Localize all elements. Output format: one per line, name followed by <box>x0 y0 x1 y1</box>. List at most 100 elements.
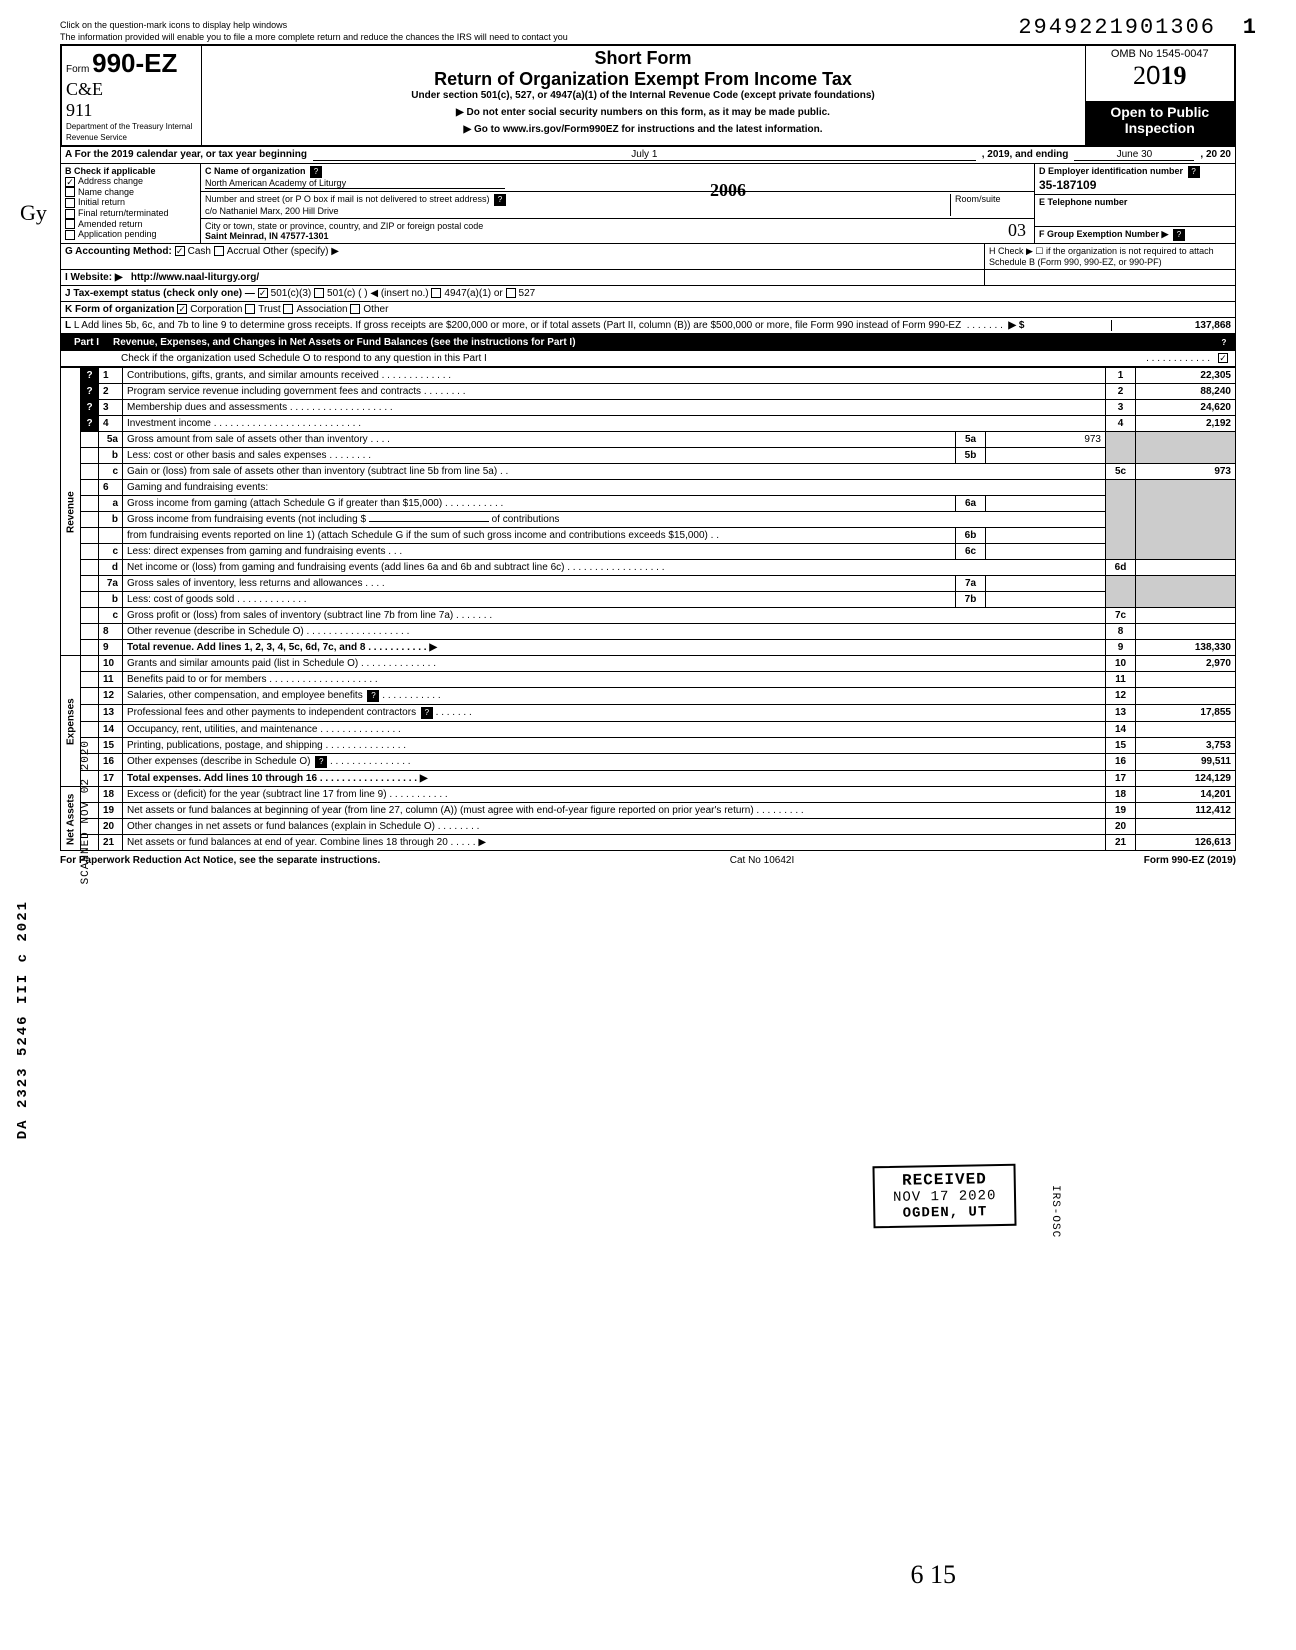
cb-assoc[interactable] <box>283 304 293 314</box>
hand-left-sig: Gy <box>20 200 47 226</box>
cb-accrual[interactable] <box>214 246 224 256</box>
line10-amt: 2,970 <box>1136 656 1236 672</box>
line17-desc: Total expenses. Add lines 10 through 16 <box>127 773 317 784</box>
dept-treasury: Department of the Treasury Internal Reve… <box>66 122 192 142</box>
form-number: 990-EZ <box>92 48 177 78</box>
line6-desc: Gaming and fundraising events: <box>123 480 1106 496</box>
cb-trust[interactable] <box>245 304 255 314</box>
line5a-amt: 973 <box>986 432 1106 448</box>
website-note: ▶ Go to www.irs.gov/Form990EZ for instru… <box>206 124 1081 135</box>
org-name: North American Academy of Liturgy <box>205 178 505 189</box>
cb-corp[interactable] <box>177 304 187 314</box>
line11-desc: Benefits paid to or for members <box>127 674 267 685</box>
cb-cash[interactable] <box>175 246 185 256</box>
nine11-annotation: 911 <box>66 100 92 120</box>
g-cash: Cash <box>188 246 211 257</box>
help-icon[interactable]: ? <box>81 400 99 416</box>
dln-number: 2949221901306 <box>1018 15 1216 40</box>
cb-527[interactable] <box>506 288 516 298</box>
line5c-amt: 973 <box>1136 464 1236 480</box>
j-501c3: 501(c)(3) <box>271 288 312 299</box>
f-label: F Group Exemption Number ▶ <box>1039 229 1168 239</box>
help-icon[interactable]: ? <box>421 707 433 719</box>
line12-desc: Salaries, other compensation, and employ… <box>127 690 363 701</box>
hand-sequence: DA 2323 5246 III c 2021 <box>15 900 31 1139</box>
l-text: L Add lines 5b, 6c, and 7b to line 9 to … <box>74 320 961 331</box>
line15-amt: 3,753 <box>1136 738 1236 754</box>
cb-other[interactable] <box>350 304 360 314</box>
line5b-amt <box>986 448 1106 464</box>
line13-desc: Professional fees and other payments to … <box>127 707 416 718</box>
part1-label: Part I <box>66 337 107 349</box>
help-icon[interactable]: ? <box>1173 229 1185 241</box>
a-year-suffix: , 20 20 <box>1200 149 1231 161</box>
line6c-desc: Less: direct expenses from gaming and fu… <box>127 546 385 557</box>
k-other: Other <box>363 304 388 315</box>
k-trust: Trust <box>258 304 280 315</box>
k-corp: Corporation <box>190 304 242 315</box>
short-form-title: Short Form <box>206 48 1081 69</box>
hand-03-inline: 03 <box>1008 220 1026 241</box>
line9-amt: 138,330 <box>1136 640 1236 656</box>
e-label: E Telephone number <box>1039 197 1127 207</box>
footer-mid: Cat No 10642I <box>730 855 795 866</box>
help-icon[interactable]: ? <box>1188 166 1200 178</box>
j-4947: 4947(a)(1) or <box>444 288 502 299</box>
help-icon[interactable]: ? <box>81 416 99 432</box>
help-icon[interactable]: ? <box>81 368 99 384</box>
line7c-desc: Gross profit or (loss) from sales of inv… <box>127 610 453 621</box>
footer-right: Form 990-EZ (2019) <box>1144 855 1236 866</box>
cb-501c[interactable] <box>314 288 324 298</box>
part1-header: Part I Revenue, Expenses, and Changes in… <box>60 335 1236 351</box>
c-addr-label: Number and street (or P O box if mail is… <box>205 194 489 204</box>
cb-4947[interactable] <box>431 288 441 298</box>
line2-amt: 88,240 <box>1136 384 1236 400</box>
cb-501c3[interactable] <box>258 288 268 298</box>
line6b-mid: of contributions <box>492 514 560 525</box>
part1-title: Revenue, Expenses, and Changes in Net As… <box>107 337 1216 349</box>
form-label: Form <box>66 64 89 75</box>
b-item-5: Application pending <box>78 229 157 239</box>
line1-amt: 22,305 <box>1136 368 1236 384</box>
a-mid: , 2019, and ending <box>982 149 1069 161</box>
cb-final-return[interactable] <box>65 209 75 219</box>
help-icon[interactable]: ? <box>315 756 327 768</box>
cb-amended[interactable] <box>65 219 75 229</box>
cb-initial-return[interactable] <box>65 198 75 208</box>
line7b-desc: Less: cost of goods sold <box>127 594 234 605</box>
org-city: Saint Meinrad, IN 47577-1301 <box>205 231 329 241</box>
side-net-assets: Net Assets <box>61 787 81 851</box>
footer-left: For Paperwork Reduction Act Notice, see … <box>60 855 380 866</box>
cb-name-change[interactable] <box>65 187 75 197</box>
cb-app-pending[interactable] <box>65 230 75 240</box>
help-icon[interactable]: ? <box>367 690 379 702</box>
help-icon[interactable]: ? <box>494 194 506 206</box>
g-other: Other (specify) ▶ <box>263 246 339 257</box>
line10-desc: Grants and similar amounts paid (list in… <box>127 658 358 669</box>
ce-annotation: C&E <box>66 79 103 99</box>
line6b-pre: Gross income from fundraising events (no… <box>127 514 366 525</box>
line16-desc: Other expenses (describe in Schedule O) <box>127 756 310 767</box>
cb-schedule-o[interactable] <box>1218 353 1228 363</box>
cb-address-change[interactable] <box>65 177 75 187</box>
help-icon[interactable]: ? <box>81 384 99 400</box>
i-label: I Website: ▶ <box>65 272 123 283</box>
line6a-desc: Gross income from gaming (attach Schedul… <box>127 498 442 509</box>
omb-number: OMB No 1545-0047 <box>1090 48 1231 60</box>
line13-amt: 17,855 <box>1136 705 1236 722</box>
stamp-side: IRS-OSC <box>1049 1185 1061 1238</box>
section-a: A For the 2019 calendar year, or tax yea… <box>60 147 1236 335</box>
a-begin-date: July 1 <box>313 149 976 161</box>
help-icon[interactable]: ? <box>1218 337 1230 349</box>
line14-desc: Occupancy, rent, utilities, and maintena… <box>127 724 317 735</box>
line4-amt: 2,192 <box>1136 416 1236 432</box>
help-icon[interactable]: ? <box>310 166 322 178</box>
j-527: 527 <box>519 288 536 299</box>
b-item-2: Initial return <box>78 197 125 207</box>
b-item-1: Name change <box>78 187 134 197</box>
part1-check-line: Check if the organization used Schedule … <box>121 353 1146 364</box>
g-accrual: Accrual <box>227 246 260 257</box>
line21-desc: Net assets or fund balances at end of ye… <box>127 837 448 848</box>
line18-amt: 14,201 <box>1136 787 1236 803</box>
side-expenses: Expenses <box>61 656 81 787</box>
